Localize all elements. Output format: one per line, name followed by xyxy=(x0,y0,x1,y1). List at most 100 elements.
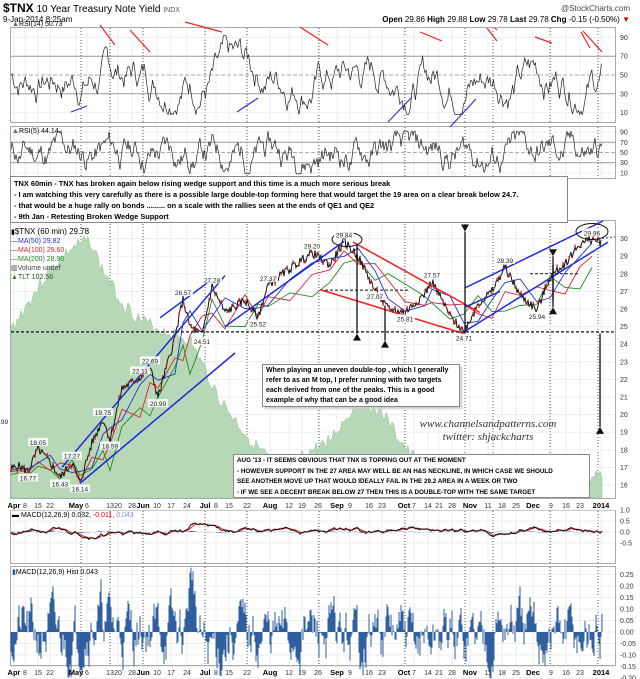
note-line: - IF WE SEE A DECENT BREAK BELOW 27 THEN… xyxy=(237,488,536,496)
svg-text:8: 8 xyxy=(214,670,218,677)
svg-text:29.84: 29.84 xyxy=(336,232,353,239)
indicator-icon: ▲ xyxy=(12,21,19,28)
svg-text:16.14: 16.14 xyxy=(72,487,89,494)
macd-hist-label: ▮MACD(12,26,9) Hist 0.043 xyxy=(12,568,98,577)
brand: @StockCharts.com xyxy=(560,4,630,13)
svg-text:20: 20 xyxy=(114,503,122,510)
area-icon: ▲ xyxy=(11,274,18,281)
symbol: $TNX xyxy=(3,1,34,15)
svg-text:Dec: Dec xyxy=(526,668,540,677)
macd-hist-panel xyxy=(10,566,616,666)
svg-text:May: May xyxy=(69,668,84,677)
legend-ma50: —MA(50) 29.82 xyxy=(11,238,61,245)
svg-text:10: 10 xyxy=(620,110,628,117)
exchange: INDX xyxy=(163,7,180,14)
svg-text:Jun: Jun xyxy=(136,668,150,677)
svg-text:Apr: Apr xyxy=(8,501,21,510)
svg-text:-0.5: -0.5 xyxy=(620,541,632,548)
svg-text:24: 24 xyxy=(183,503,191,510)
svg-text:1.0: 1.0 xyxy=(620,508,630,515)
svg-text:12: 12 xyxy=(285,670,293,677)
svg-text:30: 30 xyxy=(620,236,628,243)
legend-ma200-text: MA(200) 28.90 xyxy=(18,256,65,263)
svg-text:6: 6 xyxy=(85,503,89,510)
svg-text:27.07: 27.07 xyxy=(367,294,384,301)
svg-text:27.37: 27.37 xyxy=(260,276,277,283)
svg-text:25.52: 25.52 xyxy=(250,321,267,328)
svg-text:Dec: Dec xyxy=(526,501,540,510)
svg-text:15: 15 xyxy=(34,503,42,510)
svg-text:24: 24 xyxy=(620,342,628,349)
svg-text:15: 15 xyxy=(225,670,233,677)
svg-text:50: 50 xyxy=(620,73,628,80)
svg-text:12: 12 xyxy=(285,503,293,510)
svg-text:17: 17 xyxy=(167,670,175,677)
svg-text:17: 17 xyxy=(620,465,628,472)
legend-tlt: ▲TLT 102.56 xyxy=(11,273,89,282)
note-line: - HOWEVER SUPPORT IN THE 27 AREA MAY WEL… xyxy=(237,467,553,475)
note-line: - I am watching this very carefully as t… xyxy=(14,190,519,199)
legend-volume: ▥Volume undef xyxy=(11,264,89,273)
macd-value: MACD(12,26,9) 0.032, xyxy=(20,512,91,519)
svg-text:70: 70 xyxy=(620,140,628,147)
svg-text:Jul: Jul xyxy=(200,501,211,510)
svg-text:9: 9 xyxy=(348,670,352,677)
svg-text:24.51: 24.51 xyxy=(194,339,211,346)
svg-text:25: 25 xyxy=(512,503,520,510)
svg-text:23: 23 xyxy=(378,503,386,510)
svg-text:8: 8 xyxy=(23,670,27,677)
svg-text:22: 22 xyxy=(243,670,251,677)
svg-text:28: 28 xyxy=(620,271,628,278)
chart-datetime: 9-Jan-2014 8:25am xyxy=(3,15,73,24)
note-line: refer to as an M top, I prefer running w… xyxy=(266,377,442,384)
macd-hist-value: MACD(12,26,9) Hist 0.043 xyxy=(15,569,98,576)
rsi14-value: RSI(14) 50.73 xyxy=(18,21,63,28)
svg-text:23: 23 xyxy=(576,503,584,510)
histogram-icon: ▮ xyxy=(12,569,16,576)
svg-text:30: 30 xyxy=(620,160,628,167)
note-line: SEE ANOTHER MOVE UP THAT WOULD IDEALLY F… xyxy=(237,478,518,485)
legend-ma100: —MA(100) 29.60 xyxy=(11,247,65,254)
svg-text:0.00: 0.00 xyxy=(620,630,634,637)
svg-text:30: 30 xyxy=(620,91,628,98)
svg-text:70: 70 xyxy=(620,54,628,61)
svg-text:0.20: 0.20 xyxy=(620,584,634,591)
svg-text:50: 50 xyxy=(620,150,628,157)
svg-text:27.28: 27.28 xyxy=(204,277,221,284)
svg-text:13: 13 xyxy=(106,670,114,677)
svg-text:29.20: 29.20 xyxy=(304,244,321,251)
svg-text:8: 8 xyxy=(23,503,27,510)
svg-text:7: 7 xyxy=(412,503,416,510)
bar-icon: ▥ xyxy=(11,265,18,272)
indicator-icon: ▲ xyxy=(12,128,19,135)
svg-text:18.05: 18.05 xyxy=(30,440,47,447)
svg-text:2014: 2014 xyxy=(593,501,611,510)
watermark-twitter: twitter: shjackcharts xyxy=(442,431,534,443)
svg-text:0.5: 0.5 xyxy=(620,519,630,526)
svg-text:10: 10 xyxy=(153,503,161,510)
ohlc-bar: Open 29.86 High 29.88 Low 29.78 Last 29.… xyxy=(382,15,630,24)
svg-text:18: 18 xyxy=(498,670,506,677)
svg-text:Sep: Sep xyxy=(330,501,344,510)
mid-annotation: When playing an uneven double-top , whic… xyxy=(262,364,460,407)
legend-tlt-text: TLT 102.56 xyxy=(17,274,54,281)
svg-text:16: 16 xyxy=(562,503,570,510)
svg-text:Aug: Aug xyxy=(263,668,278,677)
chart-title: $TNX 10 Year Treasury Note Yield INDX xyxy=(3,1,180,15)
svg-text:23: 23 xyxy=(576,670,584,677)
macd-signal: -0.011, xyxy=(92,512,115,519)
down-triangle-icon: ▼ xyxy=(622,15,630,24)
svg-text:8: 8 xyxy=(214,503,218,510)
svg-text:20: 20 xyxy=(114,670,122,677)
note-line: When playing an uneven double-top , whic… xyxy=(266,367,449,374)
note-line: each derived from one of the peaks. This… xyxy=(266,387,435,394)
rsi14-panel xyxy=(10,27,616,123)
svg-text:Jul: Jul xyxy=(200,668,211,677)
legend-ma50-text: MA(50) 29.82 xyxy=(18,238,61,245)
svg-text:21: 21 xyxy=(620,395,628,402)
svg-text:22.11: 22.11 xyxy=(132,368,148,375)
svg-text:10: 10 xyxy=(153,670,161,677)
watermark-url: www.channelsandpatterns.com xyxy=(419,418,557,430)
price-legend: ▮$TNX (60 min) 29.78 —MA(50) 29.82 —MA(1… xyxy=(11,227,89,282)
